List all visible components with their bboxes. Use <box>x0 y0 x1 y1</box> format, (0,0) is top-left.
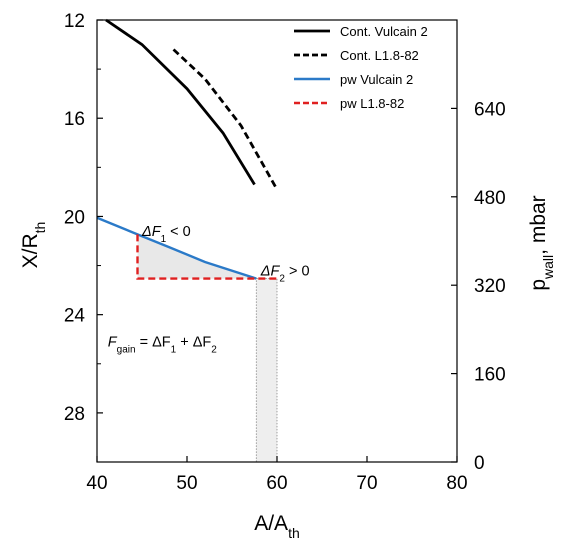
delta-f2-shaded-region <box>255 278 278 463</box>
delta-f2-main: ΔF <box>260 263 281 279</box>
x-tick-label-4: 80 <box>446 473 467 494</box>
delta-f1-sub: 1 <box>161 234 167 245</box>
yl-tick-label-2: 20 <box>64 207 85 228</box>
yr-tick-label-3: 480 <box>474 188 506 209</box>
y-right-axis-title-sub: wall <box>540 255 556 280</box>
yl-tick-label-0: 12 <box>64 11 85 32</box>
x-tick-label-2: 60 <box>266 473 287 494</box>
legend-label-1: Cont. L1.8-82 <box>340 48 419 63</box>
yr-tick-label-4: 640 <box>474 99 506 120</box>
gain-equation-label: Fgain = ΔF1 + ΔF2 <box>108 335 217 356</box>
legend-label-2: pw Vulcain 2 <box>340 72 413 87</box>
delta-f1-shaded-region <box>137 234 257 279</box>
gain-mid: = ΔF <box>136 335 171 351</box>
y-left-axis-title-sub: th <box>32 222 48 234</box>
yr-tick-label-2: 320 <box>474 276 506 297</box>
series-line-0 <box>105 18 256 186</box>
delta-f2-tail: > 0 <box>285 263 310 279</box>
yr-tick-label-0: 0 <box>474 453 485 474</box>
y-left-axis-ticks: 12 16 20 24 28 <box>64 11 103 463</box>
series-line-3 <box>136 234 277 280</box>
y-right-axis-title: pwall, mbar <box>527 195 556 290</box>
gain-sub2: 2 <box>211 344 217 355</box>
y-right-axis-title-tail: , mbar <box>527 195 550 255</box>
yr-tick-label-1: 160 <box>474 365 506 386</box>
delta-f2-label: ΔF2 > 0 <box>260 263 310 284</box>
legend-label-0: Cont. Vulcain 2 <box>340 24 428 39</box>
x-tick-label-1: 50 <box>176 473 197 494</box>
series-line-1 <box>172 48 279 191</box>
y-left-axis-title: X/Rth <box>19 222 48 269</box>
series-line-2 <box>96 216 257 280</box>
x-axis-title-sub: th <box>288 525 300 541</box>
y-left-axis-title-main: X/R <box>19 233 42 268</box>
y-right-axis-title-main: p <box>527 279 550 291</box>
legend-label-3: pw L1.8-82 <box>340 96 404 111</box>
x-tick-label-0: 40 <box>86 473 107 494</box>
gain-sub: gain <box>117 344 136 355</box>
yl-tick-label-4: 28 <box>64 404 85 425</box>
yl-tick-label-3: 24 <box>64 306 86 327</box>
delta-f1-tail: < 0 <box>166 224 191 240</box>
delta-f1-main: ΔF <box>141 224 162 240</box>
legend: Cont. Vulcain 2 Cont. L1.8-82 pw Vulcain 2… <box>294 24 428 111</box>
delta-f1-label: ΔF1 < 0 <box>141 224 191 245</box>
y-right-axis-ticks: 0 160 320 480 640 <box>451 99 506 474</box>
x-tick-label-3: 70 <box>356 473 377 494</box>
yl-tick-label-1: 16 <box>64 109 85 130</box>
gain-sub1: 1 <box>171 344 177 355</box>
gain-mid2: + ΔF <box>176 335 211 351</box>
x-axis-title-main: A/A <box>254 512 288 535</box>
x-axis-ticks: 40 50 60 70 80 <box>86 456 468 494</box>
series-layer <box>96 18 279 280</box>
delta-f2-sub: 2 <box>279 273 285 284</box>
gain-main: F <box>108 335 118 351</box>
x-axis-title: A/Ath <box>254 512 300 541</box>
